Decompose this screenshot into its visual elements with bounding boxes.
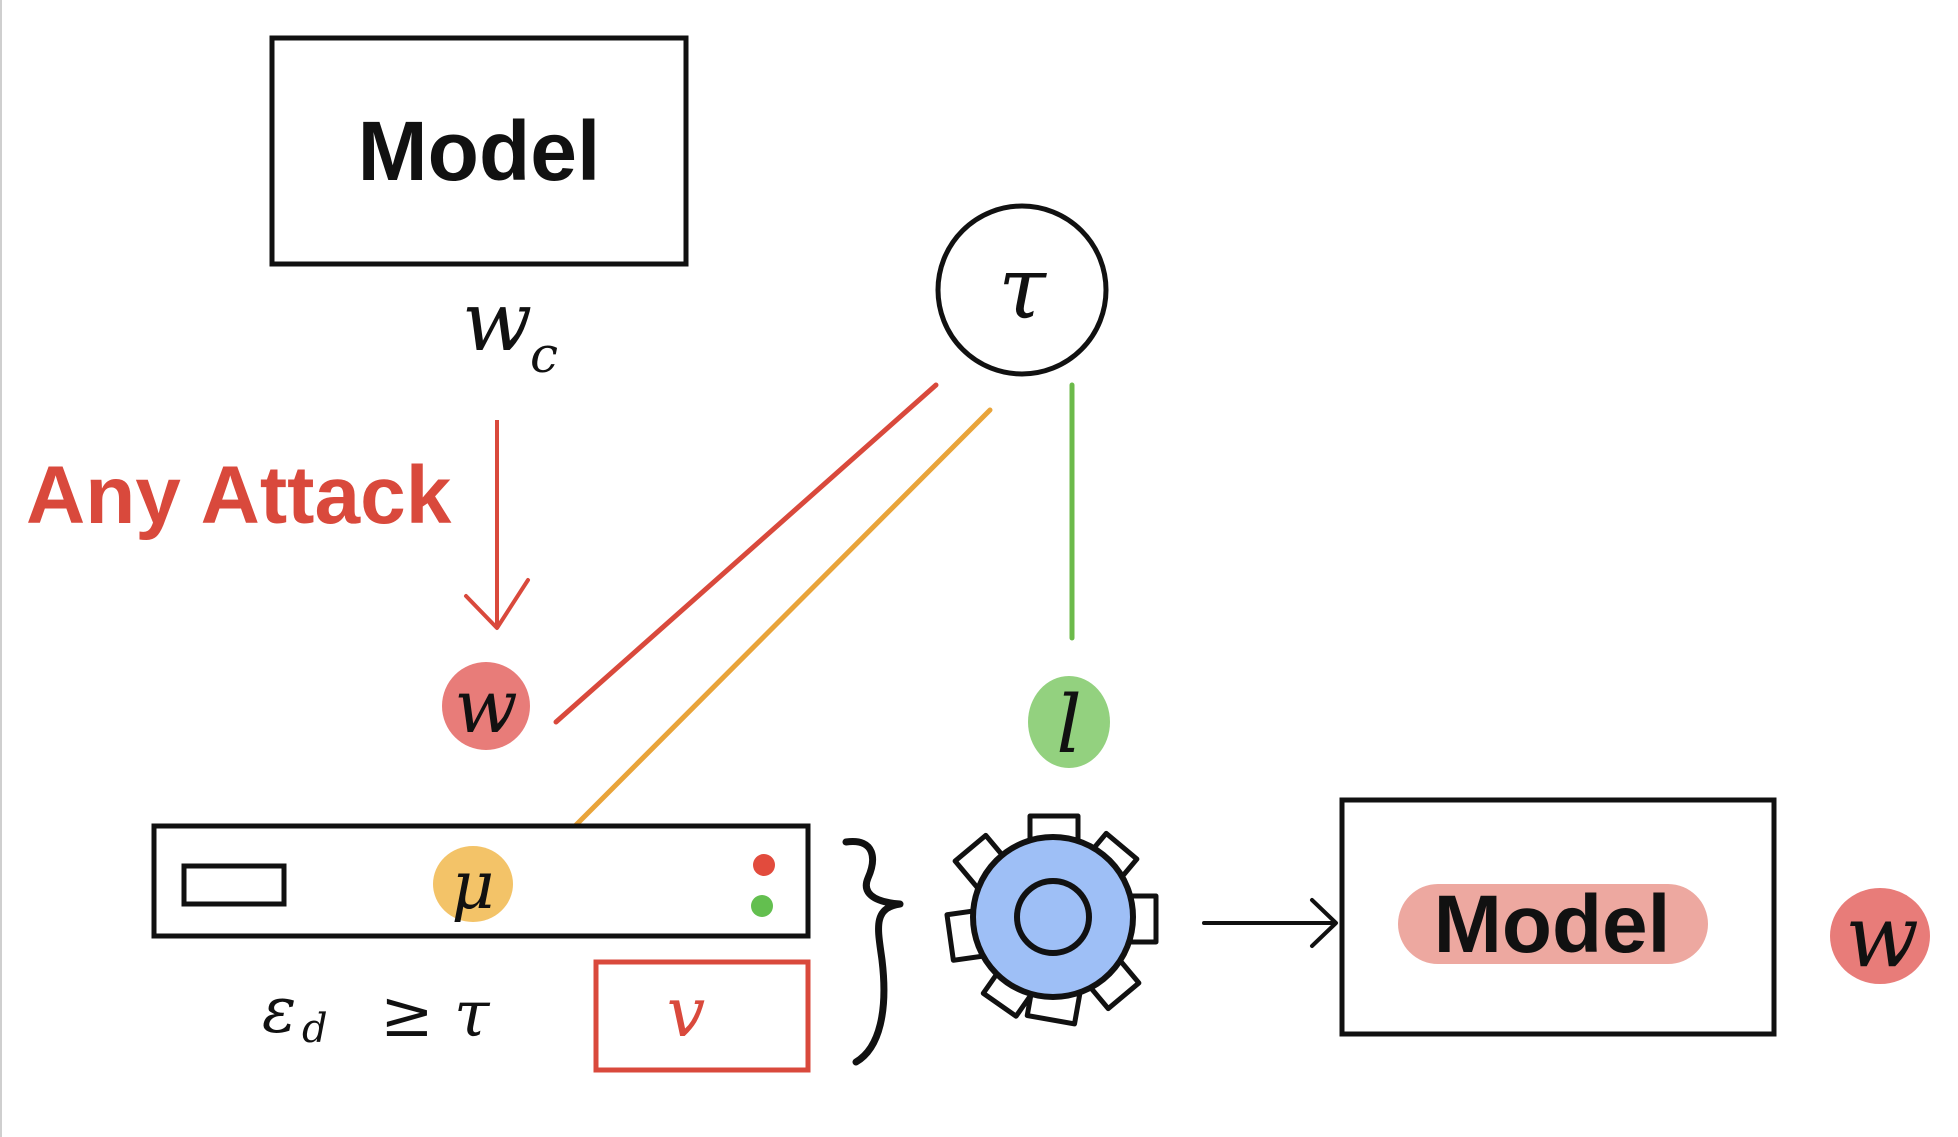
attack-label: Any Attack	[26, 450, 452, 541]
epsilon-symbol: ε	[262, 974, 296, 1048]
model-box-bottom: Model	[1339, 797, 1777, 1037]
attack-arrow	[464, 420, 530, 630]
tau-to-mu-line	[570, 407, 993, 831]
model-box-top: Model	[269, 35, 689, 267]
arrow-right-icon	[1202, 898, 1338, 948]
mu-badge	[433, 846, 513, 922]
w-output-badge: w	[1830, 887, 1930, 987]
server-led-green	[751, 895, 773, 917]
gear-icon	[944, 813, 1159, 1027]
epsilon-sub: d	[302, 1006, 328, 1052]
tau-node: τ	[935, 203, 1109, 377]
l-badge: l	[1028, 676, 1110, 771]
tau-to-w-line	[553, 382, 939, 725]
tau-symbol: τ	[998, 239, 1047, 339]
w-output-symbol: w	[1845, 887, 1919, 987]
server-slot	[181, 863, 287, 907]
w-c-label: w c	[462, 275, 558, 384]
w-badge: w	[442, 662, 530, 750]
server-icon: μ	[151, 823, 811, 939]
arrow-down-icon	[464, 578, 530, 630]
model-top-label: Model	[358, 104, 601, 198]
model-bottom-label: Model	[1434, 879, 1671, 970]
w-c-base: w	[462, 275, 532, 370]
w-c-sub: c	[530, 326, 558, 384]
epsilon-rest: ≥ τ	[380, 978, 491, 1052]
epsilon-condition: ε d ≥ τ	[262, 974, 491, 1052]
w-symbol: w	[454, 664, 517, 750]
v-box: v	[593, 959, 811, 1073]
model-highlight	[1398, 884, 1708, 964]
server-led-red	[753, 854, 775, 876]
l-symbol: l	[1056, 678, 1082, 771]
mu-symbol: μ	[452, 847, 495, 924]
brace-icon	[842, 838, 904, 1066]
v-symbol: v	[667, 974, 705, 1053]
